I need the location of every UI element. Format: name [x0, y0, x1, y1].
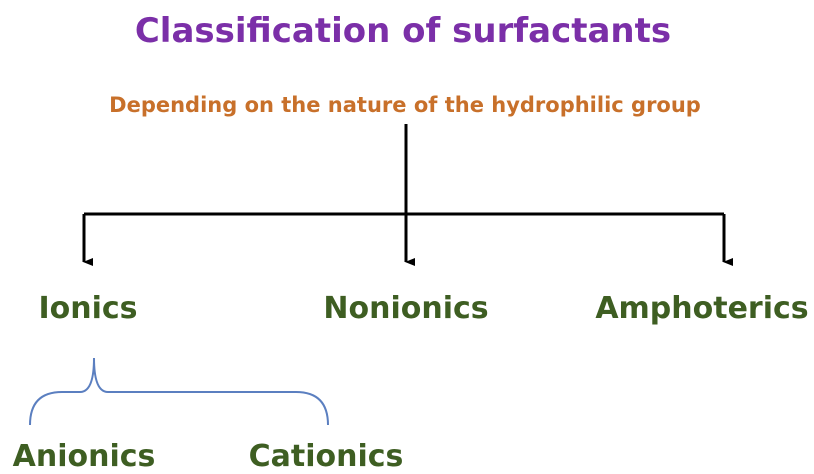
- subnode-label: Anionics: [13, 439, 156, 470]
- node-label: Ionics: [38, 291, 137, 326]
- node-label: Amphoterics: [595, 291, 808, 326]
- brace: [29, 357, 329, 426]
- title: Classification of surfactants: [135, 11, 671, 51]
- subnode-label: Cationics: [249, 439, 404, 470]
- subtitle: Depending on the nature of the hydrophil…: [109, 93, 701, 117]
- connectors: [82, 124, 733, 266]
- node-label: Nonionics: [323, 291, 488, 326]
